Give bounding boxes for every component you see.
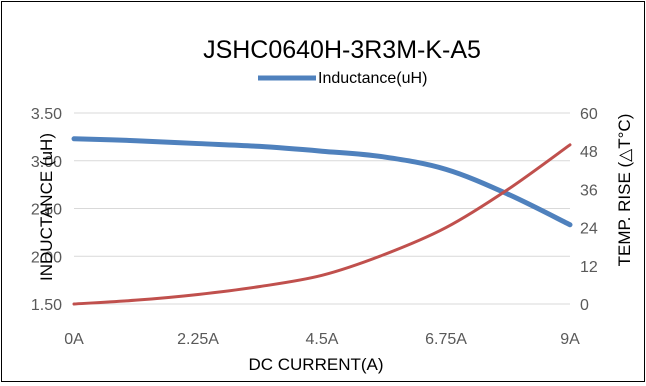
series-line-temperature-rise (72, 143, 572, 306)
y-tick-label-right: 12 (580, 259, 598, 276)
series-line-inductance (71, 136, 573, 228)
x-tick-label: 9A (560, 331, 580, 348)
grid-lines (74, 112, 570, 305)
y-axis-label-right: TEMP. RISE (△T°C) (615, 114, 634, 267)
y-tick-label-left: 2.50 (31, 202, 62, 219)
y-tick-label-left: 3.00 (31, 154, 62, 171)
y-axis-label-left: INDUCTANCE (uH) (37, 133, 56, 281)
y-tick-label-right: 0 (580, 297, 589, 314)
x-tick-label: 4.5A (306, 331, 339, 348)
legend-label-inductance: Inductance(uH) (318, 70, 427, 87)
tick-labels: 1.50 2.00 2.50 3.00 3.50 0 12 24 36 48 60 0A 2.25A 4.… (31, 106, 598, 348)
y-tick-label-left: 3.50 (31, 106, 62, 123)
y-tick-label-right: 60 (580, 106, 598, 123)
chart-svg: 1.50 2.00 2.50 3.00 3.50 0 12 24 36 48 60 0A 2.25A 4.… (31, 36, 634, 374)
y-tick-label-right: 36 (580, 182, 598, 199)
y-tick-label-left: 1.50 (31, 297, 62, 314)
x-tick-label: 2.25A (177, 331, 219, 348)
y-tick-label-left: 2.00 (31, 249, 62, 266)
y-tick-label-right: 48 (580, 144, 598, 161)
x-tick-label: 6.75A (425, 331, 467, 348)
x-tick-label: 0A (64, 331, 84, 348)
x-axis-label: DC CURRENT(A) (248, 355, 383, 374)
y-tick-label-right: 24 (580, 221, 598, 238)
series-lines (71, 136, 573, 306)
chart-title: JSHC0640H-3R3M-K-A5 (203, 36, 481, 64)
